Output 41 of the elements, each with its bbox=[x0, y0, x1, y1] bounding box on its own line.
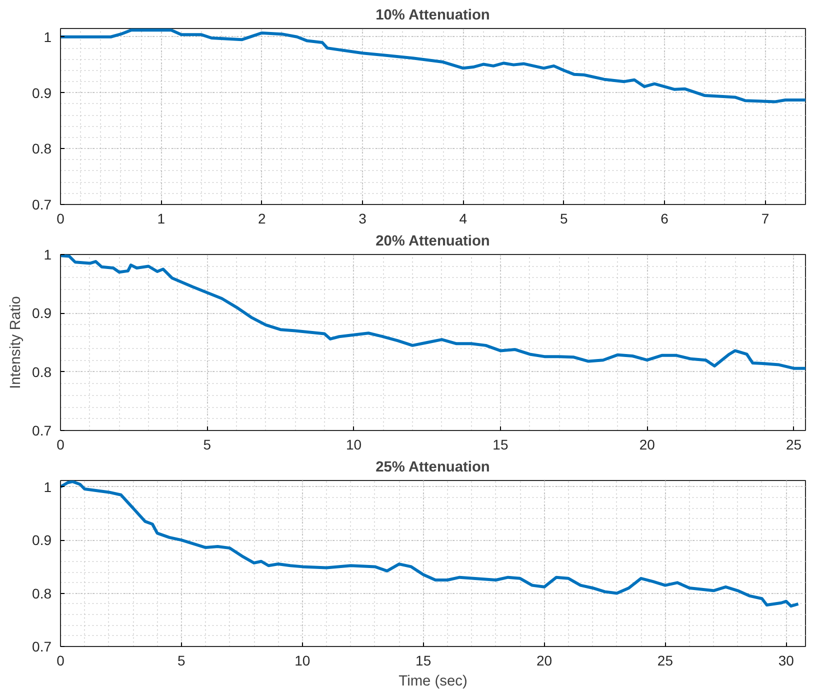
x-tick-label: 5 bbox=[560, 210, 568, 226]
x-tick-label: 10 bbox=[346, 436, 362, 452]
y-axis-title: Intensity Ratio bbox=[8, 296, 24, 389]
x-tick-label: 20 bbox=[639, 436, 656, 452]
line-series bbox=[60, 28, 806, 104]
x-tick-label: 30 bbox=[778, 652, 794, 668]
x-tick-label: 2 bbox=[258, 210, 266, 226]
y-tick-label: 0.9 bbox=[32, 84, 52, 101]
y-tick-label: 0.7 bbox=[32, 196, 52, 212]
x-tick-label: 10 bbox=[294, 652, 310, 668]
x-tick-label: 25 bbox=[657, 652, 674, 668]
x-tick-label: 25 bbox=[786, 436, 802, 452]
x-tick-label: 20 bbox=[536, 652, 552, 668]
chart-title: 25% Attenuation bbox=[376, 460, 490, 476]
y-tick-label: 0.7 bbox=[32, 422, 52, 438]
line-series bbox=[60, 480, 800, 608]
chart-title: 20% Attenuation bbox=[376, 234, 490, 250]
y-tick-label: 0.8 bbox=[32, 585, 52, 602]
x-tick-label: 7 bbox=[761, 210, 770, 226]
x-tick-label: 1 bbox=[157, 210, 166, 226]
y-tick-label: 0.9 bbox=[32, 532, 52, 548]
y-tick-label: 0.9 bbox=[32, 305, 52, 322]
y-tick-label: 1 bbox=[44, 28, 52, 45]
y-tick-label: 0.7 bbox=[32, 638, 52, 654]
x-tick-label: 3 bbox=[358, 210, 367, 226]
x-tick-label: 6 bbox=[660, 210, 669, 226]
y-tick-label: 1 bbox=[44, 478, 52, 495]
x-tick-label: 5 bbox=[203, 436, 212, 452]
x-tick-label: 0 bbox=[56, 210, 65, 226]
x-axis-title: Time (sec) bbox=[398, 674, 468, 690]
chart-title: 10% Attenuation bbox=[376, 8, 490, 24]
y-tick-label: 0.8 bbox=[32, 140, 52, 157]
x-tick-label: 15 bbox=[492, 436, 508, 452]
line-series bbox=[60, 254, 806, 370]
x-tick-label: 0 bbox=[56, 436, 65, 452]
x-tick-label: 15 bbox=[416, 652, 432, 668]
y-tick-label: 0.8 bbox=[32, 364, 52, 380]
x-tick-label: 5 bbox=[178, 652, 186, 668]
x-tick-label: 0 bbox=[56, 652, 65, 668]
y-tick-label: 1 bbox=[44, 246, 52, 262]
x-tick-label: 4 bbox=[459, 210, 468, 226]
